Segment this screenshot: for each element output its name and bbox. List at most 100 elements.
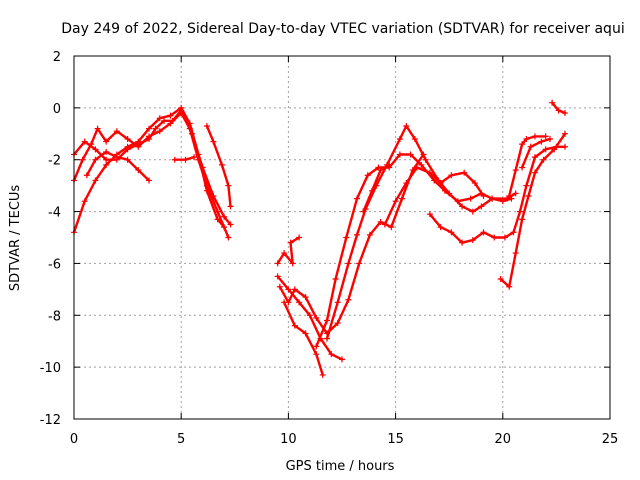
y-tick-label: -6 [48,257,61,272]
data-point-marker [186,120,193,127]
data-point-marker [377,218,384,225]
data-point-marker [296,299,303,306]
data-point-marker [334,299,341,306]
data-point-marker [426,211,433,218]
data-point-marker [103,156,110,163]
data-point-marker [287,239,294,246]
data-point-marker [161,117,168,124]
data-point-marker [323,335,330,342]
data-point-marker [403,123,410,130]
data-point-marker [83,172,90,179]
data-point-marker [561,143,568,150]
data-point-marker [510,229,517,236]
data-point-marker [191,154,198,161]
data-point-marker [506,283,513,290]
series-arc-a4 [85,150,151,182]
data-point-marker [531,169,538,176]
data-point-marker [81,138,88,145]
data-point-marker [227,221,234,228]
data-point-marker [339,356,345,363]
series-arc-b3 [282,301,324,377]
x-tick-label: 15 [387,432,404,447]
data-point-marker [519,216,526,223]
y-tick-label: -10 [40,361,61,376]
data-point-marker [527,143,534,150]
data-point-marker [480,193,487,200]
plot-frame [73,55,611,420]
data-point-marker [81,198,88,205]
data-point-marker [388,224,395,231]
data-point-marker [103,138,110,145]
y-tick-label: -12 [40,413,61,428]
data-point-marker [414,164,421,171]
data-point-marker [113,128,120,135]
data-point-marker [169,117,176,124]
data-point-marker [276,283,283,290]
data-point-marker [364,172,371,179]
data-point-marker [354,231,361,238]
data-point-marker [156,115,163,122]
data-point-marker [467,195,474,202]
data-point-marker [285,286,292,293]
data-point-marker [531,133,538,140]
data-point-marker [469,208,476,215]
data-point-marker [306,312,313,319]
chart-title: Day 249 of 2022, Sidereal Day-to-day VTE… [61,21,624,37]
data-point-marker [103,148,110,155]
data-point-marker [478,203,485,210]
data-point-marker [422,156,429,163]
data-point-marker [274,260,281,267]
data-point-marker [156,128,163,135]
series-arc-b7 [383,166,485,226]
y-tick-label: 0 [53,102,61,117]
data-point-marker [392,198,399,205]
data-point-marker [313,314,320,321]
data-point-marker [555,107,562,114]
data-point-marker [542,146,549,153]
data-point-marker [407,151,414,158]
data-point-marker [480,229,487,236]
y-tick-labels: 2 0 -2 -4 -6 -8 -10 -12 [40,50,61,428]
data-point-marker [525,193,532,200]
data-point-marker [542,133,549,140]
data-point-marker [345,296,352,303]
data-point-marker [313,343,320,350]
data-point-marker [396,135,403,142]
data-series [71,99,568,378]
data-point-marker [203,123,210,130]
data-point-marker [182,156,189,163]
data-point-marker [551,146,558,153]
data-point-marker [124,143,131,150]
axis-ticks [73,55,611,420]
data-point-marker [437,224,444,231]
data-point-marker [124,156,131,163]
data-point-marker [221,213,228,220]
data-point-marker [323,317,330,324]
x-tick-label: 25 [602,432,619,447]
series-arc-a3 [72,106,226,234]
data-point-marker [210,138,217,145]
data-point-marker [386,161,393,168]
data-point-marker [135,138,142,145]
data-point-marker [214,216,221,223]
data-point-marker [523,182,530,189]
data-point-marker [92,146,99,153]
data-point-marker [79,156,86,163]
data-point-marker [146,177,153,184]
data-point-marker [210,193,217,200]
data-point-marker [561,110,568,117]
y-tick-label: 2 [53,50,61,65]
data-point-marker [489,195,496,202]
data-point-marker [94,125,101,132]
data-point-marker [334,320,341,327]
y-tick-label: -2 [48,154,61,169]
data-point-marker [538,138,545,145]
series-arc-c4 [520,137,552,169]
data-point-marker [516,208,523,215]
data-point-marker [171,156,178,163]
data-point-marker [411,135,418,142]
data-point-marker [512,190,519,197]
data-point-marker [377,167,384,174]
data-point-marker [218,161,225,168]
